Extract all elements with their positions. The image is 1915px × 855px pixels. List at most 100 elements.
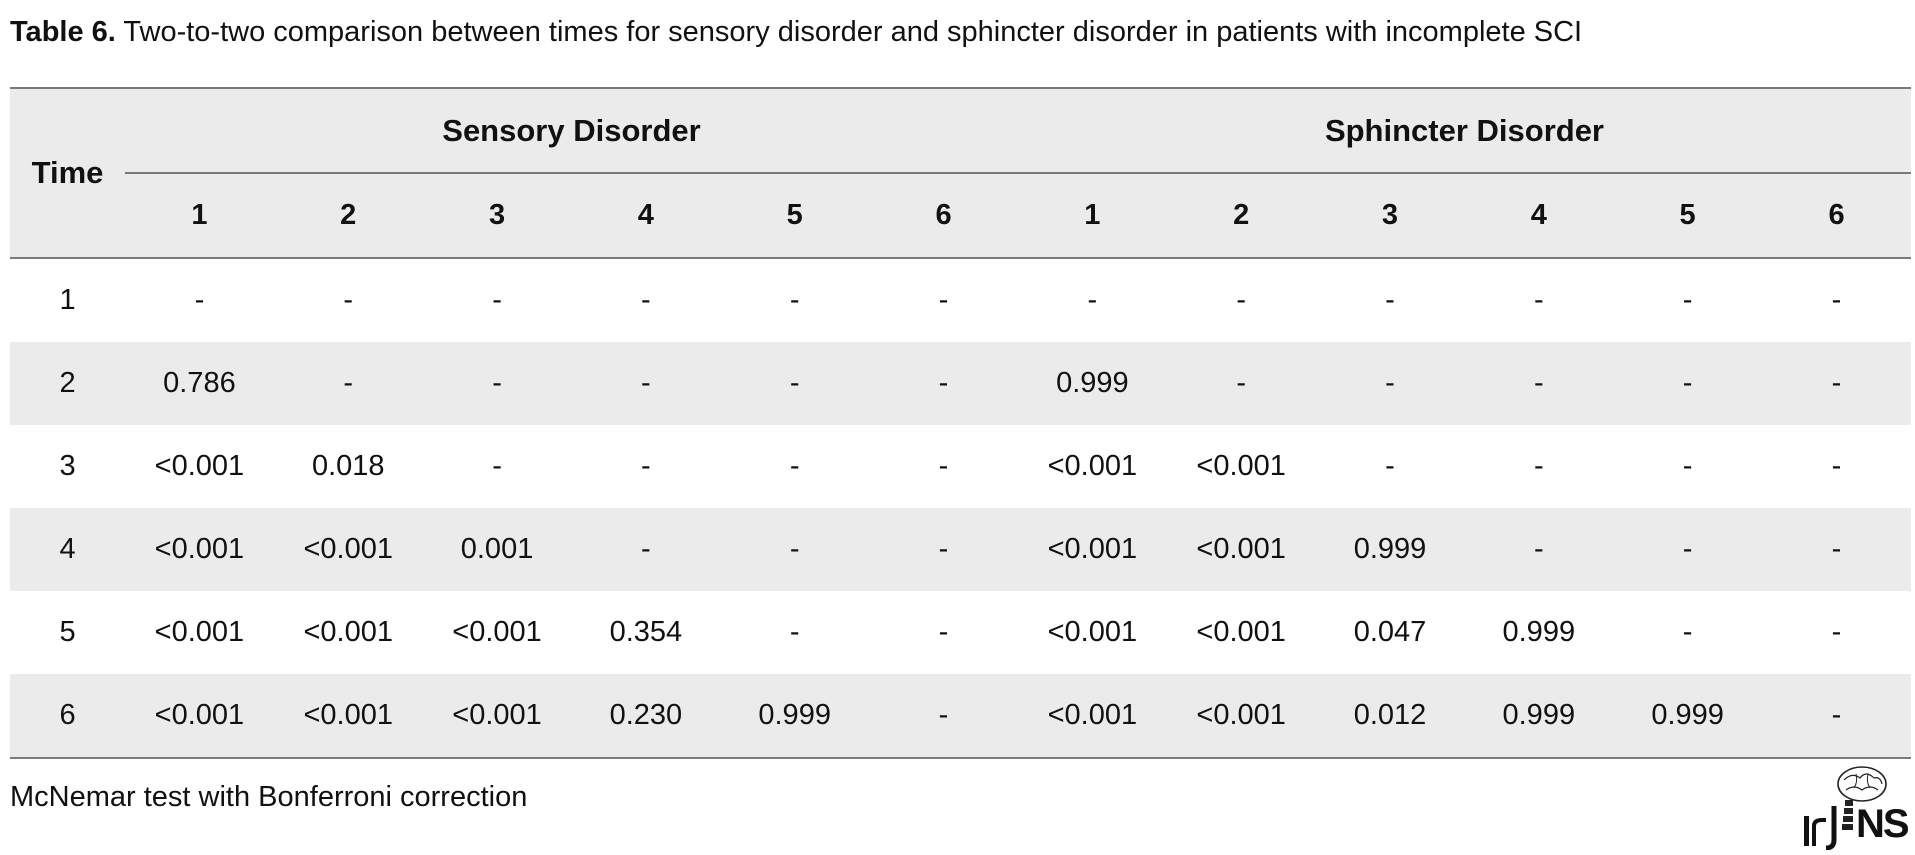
brain-spine-logo-icon	[1804, 766, 1887, 851]
sensory-p-value-cell: -	[571, 508, 721, 591]
table-row: 1 - - - - - - - - - - - -	[10, 258, 1911, 342]
sphincter-p-value-cell: -	[1831, 616, 1842, 648]
subcolumn-header: 3	[422, 172, 572, 259]
sphincter-p-value-cell: <0.001	[1166, 508, 1316, 591]
sensory-p-value-cell: -	[789, 450, 800, 482]
sphincter-p-value-cell: -	[1762, 342, 1911, 425]
sensory-p-value-cell: -	[938, 284, 949, 316]
time-cell: 2	[10, 342, 126, 425]
sphincter-p-value-cell: -	[1682, 616, 1693, 648]
subcolumn-header: 6	[869, 172, 1018, 259]
sensory-p-value-cell: -	[273, 342, 423, 425]
sphincter-p-value-cell: -	[1762, 674, 1911, 759]
sensory-p-value-cell: <0.001	[125, 508, 274, 591]
subcolumn-header: 5	[1613, 172, 1763, 259]
time-cell: 5	[59, 616, 76, 648]
sensory-p-value-cell: -	[641, 450, 651, 482]
time-cell: 6	[10, 674, 126, 759]
time-cell: 1	[59, 284, 76, 316]
subcolumn-header: 4	[571, 172, 721, 259]
sensory-p-value-cell: <0.001	[154, 450, 245, 482]
sensory-p-value-cell: <0.001	[154, 616, 245, 648]
sphincter-p-value-cell: -	[1464, 508, 1614, 591]
sphincter-p-value-cell: 0.047	[1353, 616, 1427, 648]
sphincter-p-value-cell: -	[1613, 342, 1763, 425]
sensory-p-value-cell: -	[938, 450, 949, 482]
sphincter-p-value-cell: -	[1762, 508, 1911, 591]
sensory-p-value-cell: 0.786	[125, 342, 274, 425]
sensory-p-value-cell: -	[869, 508, 1018, 591]
table-row: 4 <0.001 <0.001 0.001- - - <0.001 <0.001 0.999- -…	[10, 508, 1911, 591]
table-row: 6 <0.001 <0.001 <0.001 0.230 0.999- <0.001 <0.0…	[10, 674, 1911, 759]
sensory-p-value-cell: <0.001	[303, 616, 393, 648]
sphincter-disorder-header: Sphincter Disorder	[1017, 87, 1911, 173]
sensory-p-value-cell: <0.001	[125, 674, 274, 759]
sphincter-p-value-cell: -	[1166, 342, 1316, 425]
sensory-p-value-cell: -	[571, 342, 721, 425]
sphincter-p-value-cell: -	[1315, 342, 1465, 425]
sensory-p-value-cell: 0.999	[720, 674, 870, 759]
sensory-p-value-cell: -	[720, 508, 870, 591]
sphincter-p-value-cell: -	[1533, 450, 1544, 482]
subcolumn-header: 1	[1017, 172, 1167, 259]
time-cell: 4	[10, 508, 126, 591]
table-row: 5 <0.001 <0.001 <0.001 0.354 - - <0.001 <0.001 0.…	[10, 591, 1911, 674]
sphincter-p-value-cell: 0.012	[1315, 674, 1465, 759]
subcolumn-header: 6	[1762, 172, 1911, 259]
sphincter-p-value-cell: <0.001	[1196, 616, 1286, 648]
sphincter-p-value-cell: <0.001	[1017, 674, 1167, 759]
sphincter-p-value-cell: -	[1087, 284, 1098, 316]
sensory-p-value-cell: <0.001	[422, 674, 572, 759]
sphincter-p-value-cell: -	[1464, 342, 1614, 425]
sensory-p-value-cell: 0.230	[571, 674, 721, 759]
time-column-header: Time	[10, 87, 126, 259]
sphincter-p-value-cell: 0.999	[1613, 674, 1763, 759]
sensory-p-value-cell: -	[422, 342, 572, 425]
sensory-disorder-header: Sensory Disorder	[125, 87, 1018, 173]
sensory-p-value-cell: -	[641, 284, 651, 316]
sphincter-p-value-cell: -	[1831, 450, 1842, 482]
table-caption-label: Table 6.	[10, 16, 116, 48]
table-caption-text: Two-to-two comparison between times for …	[123, 16, 1583, 48]
sensory-p-value-cell: -	[869, 674, 1018, 759]
sphincter-p-value-cell: -	[1831, 284, 1842, 316]
subcolumn-header: 1	[125, 172, 274, 259]
subcolumn-header: 2	[1166, 172, 1316, 259]
sensory-p-value-cell: -	[194, 284, 205, 316]
sensory-p-value-cell: -	[343, 284, 354, 316]
sphincter-p-value-cell: <0.001	[1017, 508, 1167, 591]
table-row: 3 <0.001 0.018 - - - - <0.001 <0.001 - - - -	[10, 425, 1911, 508]
sphincter-p-value-cell: -	[1682, 284, 1693, 316]
sensory-p-value-cell: -	[789, 284, 800, 316]
sphincter-p-value-cell: 0.999	[1502, 616, 1576, 648]
sphincter-p-value-cell: <0.001	[1047, 450, 1138, 482]
sphincter-p-value-cell: -	[1682, 450, 1693, 482]
sensory-p-value-cell: -	[938, 616, 949, 648]
sensory-p-value-cell: 0.001	[422, 508, 572, 591]
sensory-p-value-cell: 0.354	[609, 616, 683, 648]
sphincter-p-value-cell: -	[1385, 450, 1395, 482]
sensory-p-value-cell: <0.001	[273, 674, 423, 759]
logo-text: NS	[1856, 802, 1910, 846]
subcolumn-header: 2	[273, 172, 423, 259]
sensory-p-value-cell: -	[492, 284, 502, 316]
sphincter-p-value-cell: 0.999	[1464, 674, 1614, 759]
table-caption: Table 6. Two-to-two comparison between t…	[10, 14, 1582, 50]
sphincter-p-value-cell: <0.001	[1196, 450, 1286, 482]
sphincter-p-value-cell: -	[1236, 284, 1246, 316]
sensory-p-value-cell: <0.001	[452, 616, 542, 648]
table-row: 2 0.786- - - - -0.999- - - - -	[10, 342, 1911, 425]
journal-logo: NS	[1800, 762, 1912, 851]
sensory-p-value-cell: -	[869, 342, 1018, 425]
subcolumn-header: 3	[1315, 172, 1465, 259]
subcolumn-header: 5	[720, 172, 870, 259]
sensory-p-value-cell: -	[492, 450, 502, 482]
sensory-p-value-cell: 0.018	[311, 450, 385, 482]
table-body: 1- - - - - - - - - - - -2 0.786- - - - -0.999- - - - -3 <0.00…	[10, 258, 1911, 759]
sphincter-p-value-cell: <0.001	[1047, 616, 1138, 648]
sphincter-p-value-cell: -	[1613, 508, 1763, 591]
sphincter-p-value-cell: 0.999	[1315, 508, 1465, 591]
comparison-table: Time Sensory Disorder Sphincter Disorder…	[10, 87, 1911, 759]
sphincter-p-value-cell: -	[1533, 284, 1544, 316]
sphincter-p-value-cell: -	[1385, 284, 1395, 316]
